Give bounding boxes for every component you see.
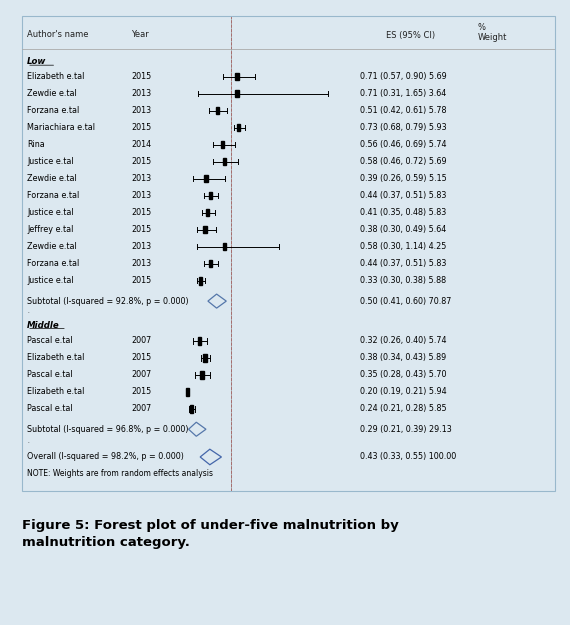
Text: 0.51 (0.42, 0.61) 5.78: 0.51 (0.42, 0.61) 5.78 (360, 106, 446, 115)
Bar (235, 90, 238, 98)
Text: %: % (477, 22, 485, 32)
Bar (216, 107, 219, 114)
Text: 0.29 (0.21, 0.39) 29.13: 0.29 (0.21, 0.39) 29.13 (360, 425, 452, 434)
Text: Justice e.tal: Justice e.tal (27, 158, 74, 166)
Text: 2007: 2007 (131, 404, 151, 413)
Text: 2015: 2015 (131, 158, 151, 166)
Text: Weight: Weight (477, 33, 507, 42)
Bar (205, 175, 207, 182)
Text: 0.33 (0.30, 0.38) 5.88: 0.33 (0.30, 0.38) 5.88 (360, 276, 446, 285)
Text: Zewdie e.tal: Zewdie e.tal (27, 242, 77, 251)
Text: Middle: Middle (27, 321, 60, 329)
Text: 0.44 (0.37, 0.51) 5.83: 0.44 (0.37, 0.51) 5.83 (360, 259, 446, 268)
Text: 0.41 (0.35, 0.48) 5.83: 0.41 (0.35, 0.48) 5.83 (360, 208, 446, 217)
Text: Author's name: Author's name (27, 29, 88, 39)
Text: 0.50 (0.41, 0.60) 70.87: 0.50 (0.41, 0.60) 70.87 (360, 297, 451, 306)
Text: 0.71 (0.57, 0.90) 5.69: 0.71 (0.57, 0.90) 5.69 (360, 72, 447, 81)
Text: Forzana e.tal: Forzana e.tal (27, 106, 79, 115)
Text: Year: Year (131, 29, 149, 39)
Text: NOTE: Weights are from random effects analysis: NOTE: Weights are from random effects an… (27, 469, 213, 479)
Bar (237, 124, 241, 131)
Bar (198, 337, 201, 344)
Text: Overall (I-squared = 98.2%, p = 0.000): Overall (I-squared = 98.2%, p = 0.000) (27, 452, 184, 461)
Bar (186, 388, 189, 396)
Bar (203, 354, 206, 362)
Text: Elizabeth e.tal: Elizabeth e.tal (27, 388, 84, 396)
Bar (209, 260, 213, 268)
Bar (198, 277, 202, 284)
Text: 0.56 (0.46, 0.69) 5.74: 0.56 (0.46, 0.69) 5.74 (360, 140, 446, 149)
Text: Pascal e.tal: Pascal e.tal (27, 371, 72, 379)
Text: 0.58 (0.46, 0.72) 5.69: 0.58 (0.46, 0.72) 5.69 (360, 158, 447, 166)
Text: Subtotal (I-squared = 96.8%, p = 0.000): Subtotal (I-squared = 96.8%, p = 0.000) (27, 425, 189, 434)
Text: Justice e.tal: Justice e.tal (27, 208, 74, 217)
Text: .: . (27, 439, 28, 444)
Text: 2007: 2007 (131, 336, 151, 346)
Bar (209, 192, 213, 199)
Text: 0.39 (0.26, 0.59) 5.15: 0.39 (0.26, 0.59) 5.15 (360, 174, 447, 183)
Text: 2014: 2014 (131, 140, 151, 149)
Text: 0.38 (0.34, 0.43) 5.89: 0.38 (0.34, 0.43) 5.89 (360, 353, 446, 362)
Bar (223, 243, 226, 251)
Text: .: . (27, 309, 28, 314)
Text: Elizabeth e.tal: Elizabeth e.tal (27, 72, 84, 81)
Text: Zewdie e.tal: Zewdie e.tal (27, 174, 77, 183)
Text: 0.44 (0.37, 0.51) 5.83: 0.44 (0.37, 0.51) 5.83 (360, 191, 446, 200)
Text: 2015: 2015 (131, 72, 151, 81)
Text: Elizabeth e.tal: Elizabeth e.tal (27, 353, 84, 362)
Bar (235, 73, 238, 81)
Text: Mariachiara e.tal: Mariachiara e.tal (27, 123, 95, 132)
Text: 2015: 2015 (131, 388, 151, 396)
Text: 0.38 (0.30, 0.49) 5.64: 0.38 (0.30, 0.49) 5.64 (360, 225, 446, 234)
Text: Justice e.tal: Justice e.tal (27, 276, 74, 285)
Text: Rina: Rina (27, 140, 44, 149)
Text: ES (95% CI): ES (95% CI) (385, 31, 435, 41)
Text: 0.32 (0.26, 0.40) 5.74: 0.32 (0.26, 0.40) 5.74 (360, 336, 446, 346)
Text: 2015: 2015 (131, 353, 151, 362)
Bar (203, 226, 206, 234)
Text: Subtotal (I-squared = 92.8%, p = 0.000): Subtotal (I-squared = 92.8%, p = 0.000) (27, 297, 189, 306)
Text: 2015: 2015 (131, 208, 151, 217)
Bar (223, 158, 226, 166)
Text: 0.20 (0.19, 0.21) 5.94: 0.20 (0.19, 0.21) 5.94 (360, 388, 447, 396)
Text: 0.71 (0.31, 1.65) 3.64: 0.71 (0.31, 1.65) 3.64 (360, 89, 446, 98)
Text: 0.58 (0.30, 1.14) 4.25: 0.58 (0.30, 1.14) 4.25 (360, 242, 446, 251)
Text: 0.35 (0.28, 0.43) 5.70: 0.35 (0.28, 0.43) 5.70 (360, 371, 446, 379)
Text: 2013: 2013 (131, 259, 151, 268)
Bar (201, 371, 203, 379)
Text: Low: Low (27, 58, 46, 66)
Text: Figure 5: Forest plot of under-five malnutrition by
malnutrition category.: Figure 5: Forest plot of under-five maln… (22, 519, 398, 549)
Text: 2013: 2013 (131, 106, 151, 115)
Text: Jeffrey e.tal: Jeffrey e.tal (27, 225, 74, 234)
Bar (190, 405, 193, 412)
Text: Zewdie e.tal: Zewdie e.tal (27, 89, 77, 98)
Text: 2007: 2007 (131, 371, 151, 379)
Text: 0.73 (0.68, 0.79) 5.93: 0.73 (0.68, 0.79) 5.93 (360, 123, 447, 132)
Bar (206, 209, 210, 216)
Text: 0.43 (0.33, 0.55) 100.00: 0.43 (0.33, 0.55) 100.00 (360, 452, 457, 461)
Text: 2013: 2013 (131, 89, 151, 98)
Text: 2015: 2015 (131, 276, 151, 285)
Text: 2015: 2015 (131, 123, 151, 132)
Bar (221, 141, 224, 148)
Text: Forzana e.tal: Forzana e.tal (27, 191, 79, 200)
Text: Pascal e.tal: Pascal e.tal (27, 336, 72, 346)
Text: 2013: 2013 (131, 174, 151, 183)
Text: Forzana e.tal: Forzana e.tal (27, 259, 79, 268)
Text: 2013: 2013 (131, 242, 151, 251)
Text: 2015: 2015 (131, 225, 151, 234)
Text: 2013: 2013 (131, 191, 151, 200)
Text: 0.24 (0.21, 0.28) 5.85: 0.24 (0.21, 0.28) 5.85 (360, 404, 447, 413)
Text: Pascal e.tal: Pascal e.tal (27, 404, 72, 413)
